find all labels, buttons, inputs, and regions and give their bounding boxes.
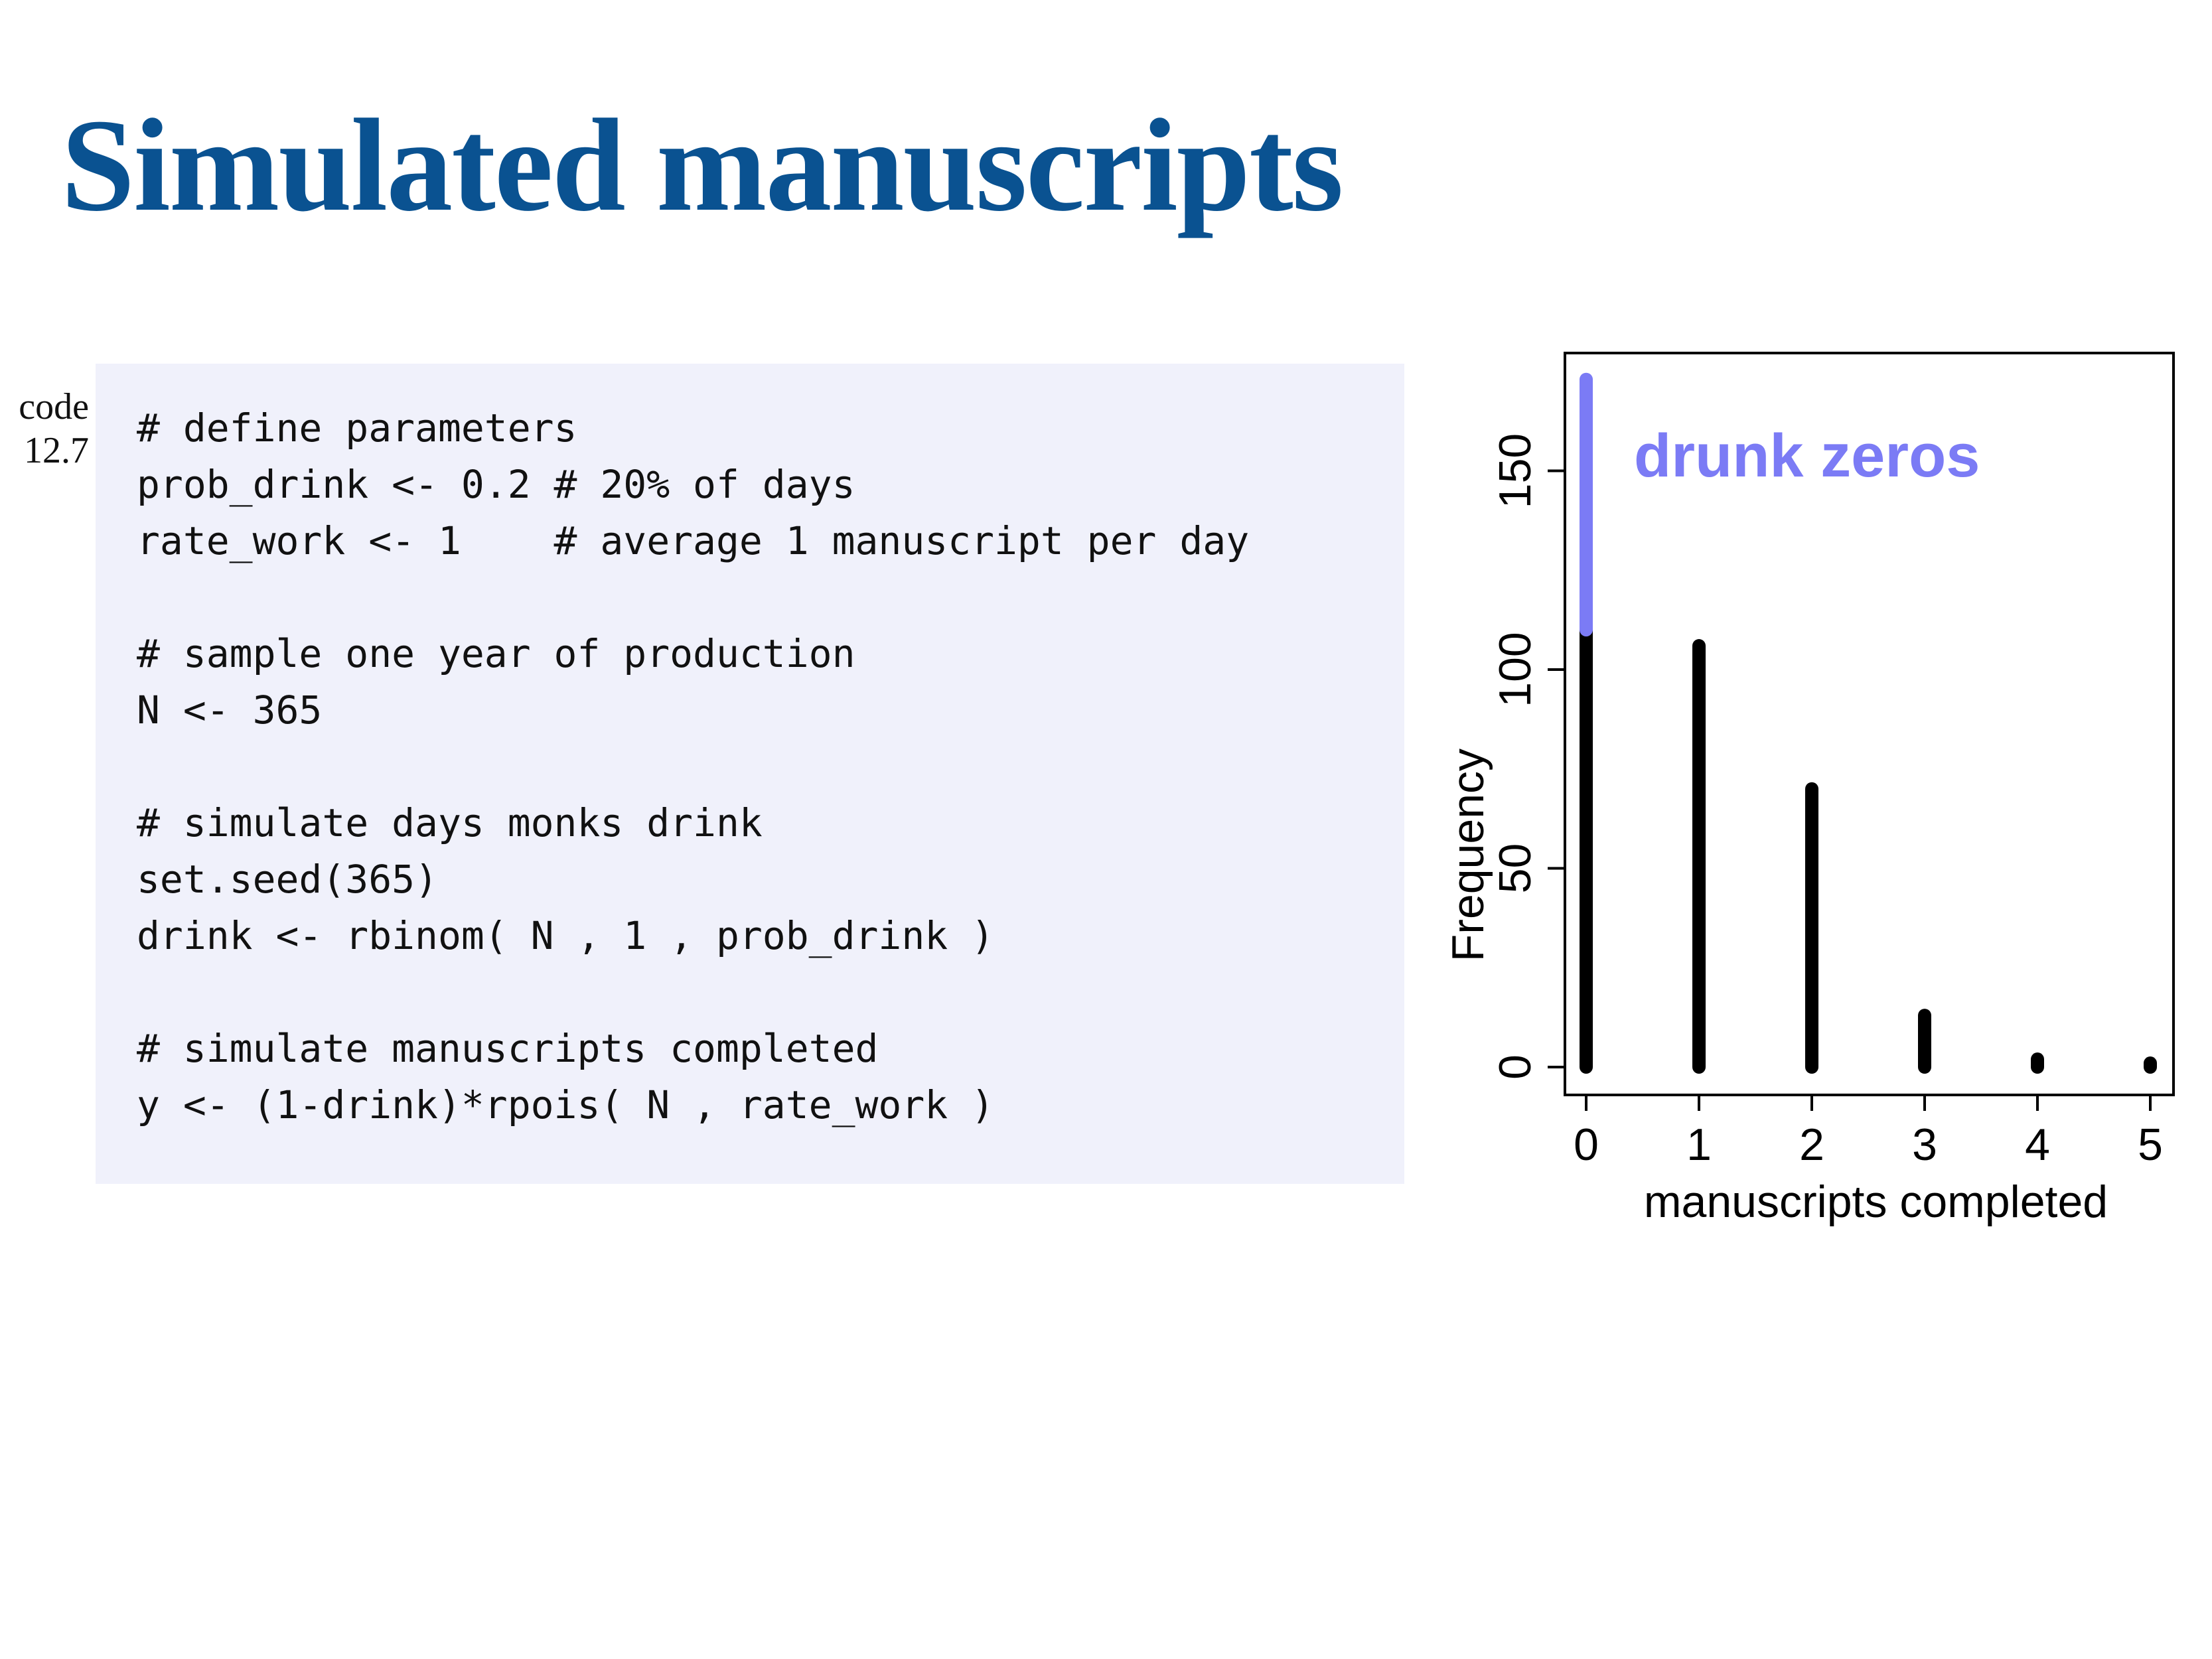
code-line: # simulate manuscripts completed	[137, 1026, 879, 1071]
y-axis: 0 50 100 150	[1490, 433, 1565, 1080]
chart-svg: 0 50 100 150 0 1 2 3 4 5 drunk zeros manuscripts…	[1443, 352, 2175, 1227]
x-tick-label: 2	[1799, 1119, 1824, 1170]
bars	[1580, 372, 2157, 1074]
code-line: N <- 365	[137, 687, 323, 733]
x-axis: 0 1 2 3 4 5	[1574, 1095, 2163, 1170]
code-label-number: 12.7	[24, 430, 89, 471]
code-label: code 12.7	[4, 385, 89, 472]
code-line: # sample one year of production	[137, 631, 855, 676]
code-line: # define parameters	[137, 405, 577, 451]
code-label-word: code	[19, 386, 89, 427]
y-tick-label: 150	[1490, 433, 1540, 508]
x-tick-label: 3	[1912, 1119, 1937, 1170]
frequency-chart: 0 50 100 150 0 1 2 3 4 5 drunk zeros manuscripts…	[1407, 332, 2190, 1277]
y-axis-label: Frequency	[1443, 749, 1493, 962]
annotation-drunk-zeros: drunk zeros	[1634, 422, 1980, 490]
plot-frame	[1564, 352, 2175, 1096]
y-tick-label: 100	[1490, 632, 1540, 707]
x-tick-label: 0	[1574, 1119, 1599, 1170]
code-line: prob_drink <- 0.2 # 20% of days	[137, 462, 855, 507]
x-tick-label: 4	[2025, 1119, 2050, 1170]
code-line: set.seed(365)	[137, 857, 438, 902]
x-tick-label: 5	[2138, 1119, 2163, 1170]
code-block: # define parameters prob_drink <- 0.2 # …	[96, 364, 1404, 1184]
y-tick-label: 50	[1490, 843, 1540, 894]
y-tick-label: 0	[1490, 1054, 1540, 1080]
code-line: y <- (1-drink)*rpois( N , rate_work )	[137, 1082, 995, 1127]
code-line: rate_work <- 1 # average 1 manuscript pe…	[137, 518, 1250, 563]
x-tick-label: 1	[1686, 1119, 1712, 1170]
code-line: # simulate days monks drink	[137, 800, 763, 845]
x-axis-label: manuscripts completed	[1644, 1177, 2108, 1227]
slide-title: Simulated manuscripts	[61, 92, 1343, 239]
code-line: drink <- rbinom( N , 1 , prob_drink )	[137, 913, 995, 958]
